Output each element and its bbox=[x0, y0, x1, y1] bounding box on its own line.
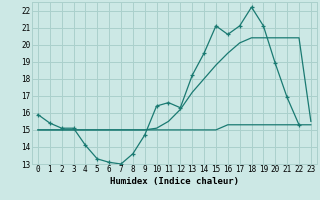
X-axis label: Humidex (Indice chaleur): Humidex (Indice chaleur) bbox=[110, 177, 239, 186]
